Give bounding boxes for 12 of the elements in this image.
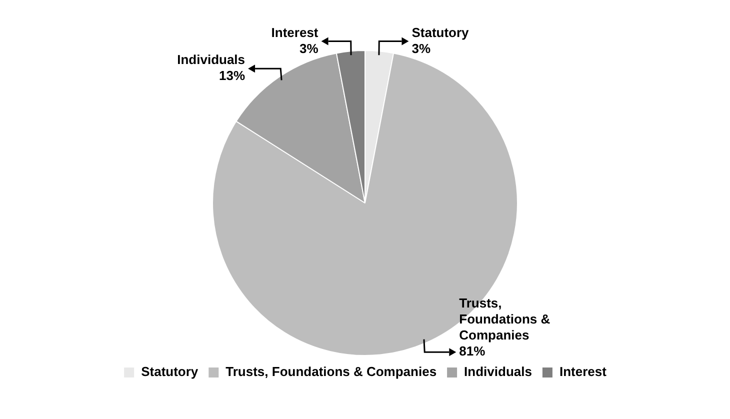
legend-label: Individuals [464, 364, 532, 380]
data-label: 81% [459, 344, 486, 359]
slice-label: Individuals [177, 52, 246, 68]
legend-label: Interest [559, 364, 608, 380]
data-label: 13% [219, 68, 246, 84]
slice-label: Statutory [412, 24, 470, 40]
slice-label: Trusts, Foundations & Companies [459, 296, 550, 343]
slice-label: Interest [271, 24, 319, 40]
data-label: 3% [299, 40, 319, 56]
legend-label: Statutory [141, 364, 199, 380]
data-label: 3% [412, 40, 431, 56]
legend-label: Trusts, Foundations & Companies [226, 364, 437, 380]
